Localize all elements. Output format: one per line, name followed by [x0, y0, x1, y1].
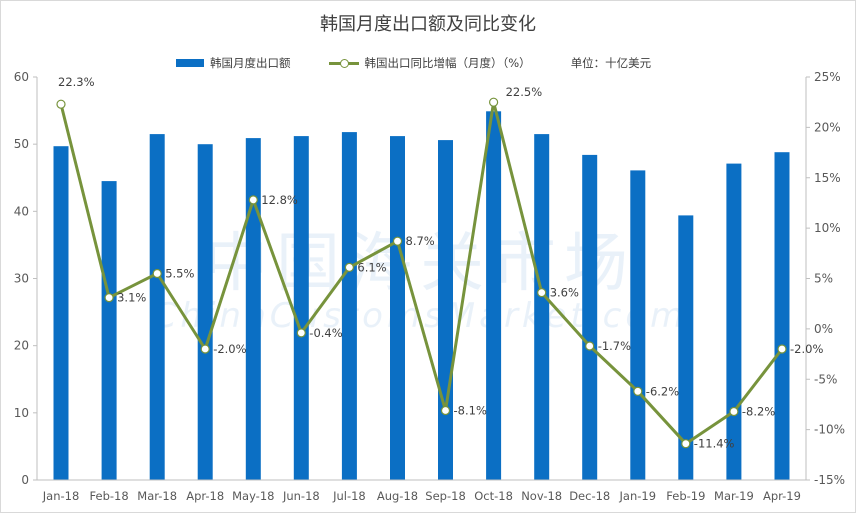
line-data-label: -8.2%: [742, 405, 775, 419]
line-point-Jan-18: [56, 99, 66, 109]
chart-title: 韩国月度出口额及同比变化: [320, 14, 536, 35]
bar-Jan-18: [53, 146, 69, 480]
line-data-label: 5.5%: [165, 267, 194, 281]
x-tick-label: Jan-19: [619, 489, 657, 503]
bar-Apr-18: [197, 144, 213, 480]
line-data-label: 22.5%: [506, 85, 543, 99]
right-tick-label: 0%: [814, 322, 833, 336]
legend-line-swatch: [328, 58, 359, 68]
left-tick-label: 20: [14, 339, 29, 353]
growth-line: [59, 100, 784, 446]
line-point-Mar-18: [152, 268, 162, 279]
right-tick-label: -10%: [814, 423, 845, 437]
bar-Aug-18: [390, 136, 405, 480]
right-tick-label: 15%: [814, 171, 841, 185]
bar-Nov-18: [534, 134, 550, 480]
x-tick-label: Aug-18: [377, 489, 418, 503]
x-tick-label: Oct-18: [474, 489, 513, 503]
legend-line-label: 韩国出口同比增幅（月度）（%）: [364, 56, 531, 70]
x-tick-label: Dec-18: [569, 489, 610, 503]
left-tick-label: 30: [14, 272, 29, 286]
x-tick-label: Sep-18: [425, 489, 465, 503]
right-tick-label: 20%: [814, 120, 841, 134]
left-tick-label: 0: [21, 473, 29, 487]
line-data-label: -0.4%: [309, 326, 342, 340]
left-tick-label: 40: [14, 204, 29, 218]
right-tick-label: 25%: [814, 70, 841, 84]
bar-May-18: [245, 138, 261, 480]
line-point-Oct-18: [489, 97, 499, 107]
line-data-label: -6.2%: [646, 384, 679, 398]
x-tick-label: Feb-19: [666, 489, 705, 503]
line-point-Jan-19: [633, 386, 643, 396]
line-data-label: 8.7%: [406, 234, 435, 248]
bar-Mar-19: [726, 163, 742, 480]
legend-bar-swatch: [176, 59, 204, 67]
line-series: [56, 97, 787, 449]
x-tick-label: Apr-19: [763, 489, 801, 503]
line-data-label: -1.7%: [598, 339, 631, 353]
line-data-label: 22.3%: [58, 75, 95, 89]
right-tick-label: 10%: [814, 221, 841, 235]
line-point-Dec-18: [585, 341, 595, 351]
x-tick-label: Jun-18: [282, 489, 320, 503]
line-data-label: 6.1%: [357, 260, 386, 274]
chart-legend: 韩国月度出口额 韩国出口同比增幅（月度）（%） 单位：十亿美元: [176, 55, 651, 71]
line-point-Mar-19: [729, 406, 739, 417]
bar-Sep-18: [438, 140, 453, 480]
line-data-label: 3.6%: [550, 286, 579, 300]
bar-Jan-19: [630, 170, 646, 480]
data-labels: 22.3% 3.1% 5.5% -2.0% 12.8% -0.4% 6.1% 8.7% -8.1…: [58, 75, 823, 451]
x-tick-label: Mar-18: [137, 489, 177, 503]
x-tick-label: May-18: [232, 489, 274, 503]
line-data-label: 3.1%: [117, 291, 146, 305]
x-tick-label: Jan-18: [42, 489, 80, 503]
line-point-Nov-18: [537, 288, 547, 298]
x-tick-label: Apr-18: [186, 489, 224, 503]
line-data-label: -2.0%: [790, 342, 823, 356]
bar-Jun-18: [293, 136, 309, 480]
line-point-Feb-18: [104, 293, 114, 303]
chart-axes: 0 10 20 30 40 50 60 -15% -10% -5% 0% 5% 10% 15% 20% 25%…: [14, 70, 845, 503]
line-point-Sep-18: [440, 405, 451, 416]
line-point-Feb-19: [681, 439, 691, 449]
x-tick-label: Feb-18: [90, 489, 129, 503]
bar-Apr-19: [774, 152, 790, 480]
bar-Oct-18: [486, 111, 502, 481]
bar-series: [53, 111, 790, 481]
bar-Feb-19: [678, 215, 694, 480]
line-data-label: -2.0%: [213, 342, 246, 356]
line-point-Aug-18: [392, 236, 403, 246]
bar-Dec-18: [582, 154, 598, 480]
line-data-label: -8.1%: [454, 404, 487, 418]
bar-Mar-18: [149, 134, 165, 480]
line-point-Apr-18: [200, 344, 210, 354]
right-tick-label: -15%: [814, 473, 845, 487]
left-tick-label: 60: [14, 70, 29, 84]
bar-Jul-18: [341, 132, 357, 480]
line-point-Jun-18: [296, 328, 306, 338]
unit-label: 单位：十亿美元: [570, 56, 652, 70]
x-tick-label: Nov-18: [521, 489, 562, 503]
line-point-Jul-18: [344, 262, 354, 272]
right-tick-label: 5%: [814, 272, 833, 286]
right-tick-label: -5%: [814, 372, 837, 386]
left-tick-label: 10: [14, 406, 29, 420]
x-tick-label: Mar-19: [714, 489, 754, 503]
legend-bar-label: 韩国月度出口额: [210, 56, 291, 70]
line-point-Apr-19: [777, 344, 787, 354]
x-tick-label: Jul-18: [332, 489, 366, 503]
line-data-label: 12.8%: [261, 193, 298, 207]
bar-Feb-18: [101, 181, 117, 480]
line-point-May-18: [248, 195, 258, 205]
line-data-label: -11.4%: [694, 437, 735, 451]
left-tick-label: 50: [14, 137, 29, 151]
watermark-cn: 中国海关市场: [204, 227, 636, 301]
